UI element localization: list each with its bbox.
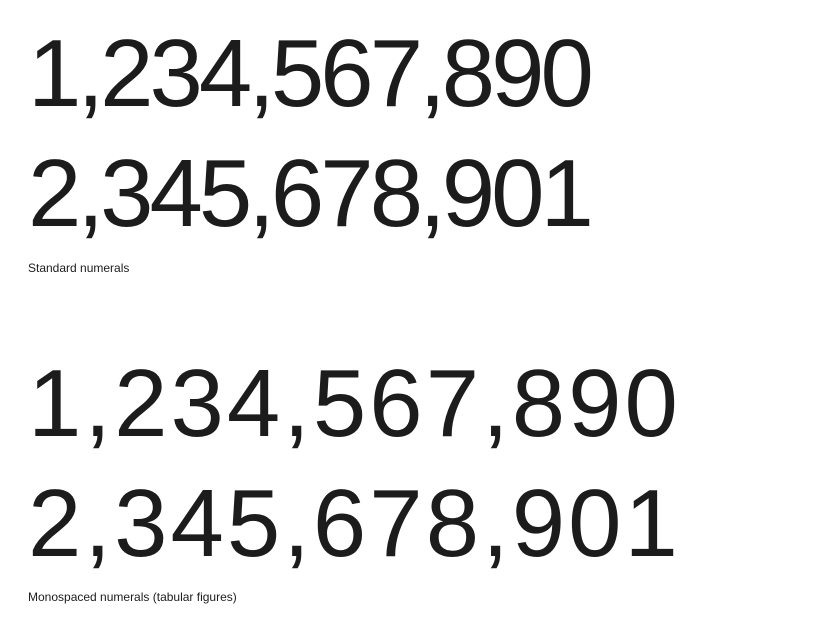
monospaced-numeral-line-2: 2,345,678,901 [28,470,681,577]
standard-numeral-line-2: 2,345,678,901 [28,140,594,247]
standard-numeral-line-1: 1,234,567,890 [28,20,594,127]
monospaced-numerals-caption: Monospaced numerals (tabular figures) [28,590,237,604]
standard-numerals-caption: Standard numerals [28,261,130,275]
standard-numerals-sample: 1,234,567,890 2,345,678,901 Standard num… [28,14,808,276]
monospaced-numeral-line-1: 1,234,567,890 [28,350,681,457]
monospaced-numerals-sample: 1,234,567,890 2,345,678,901 Monospaced n… [28,344,808,605]
